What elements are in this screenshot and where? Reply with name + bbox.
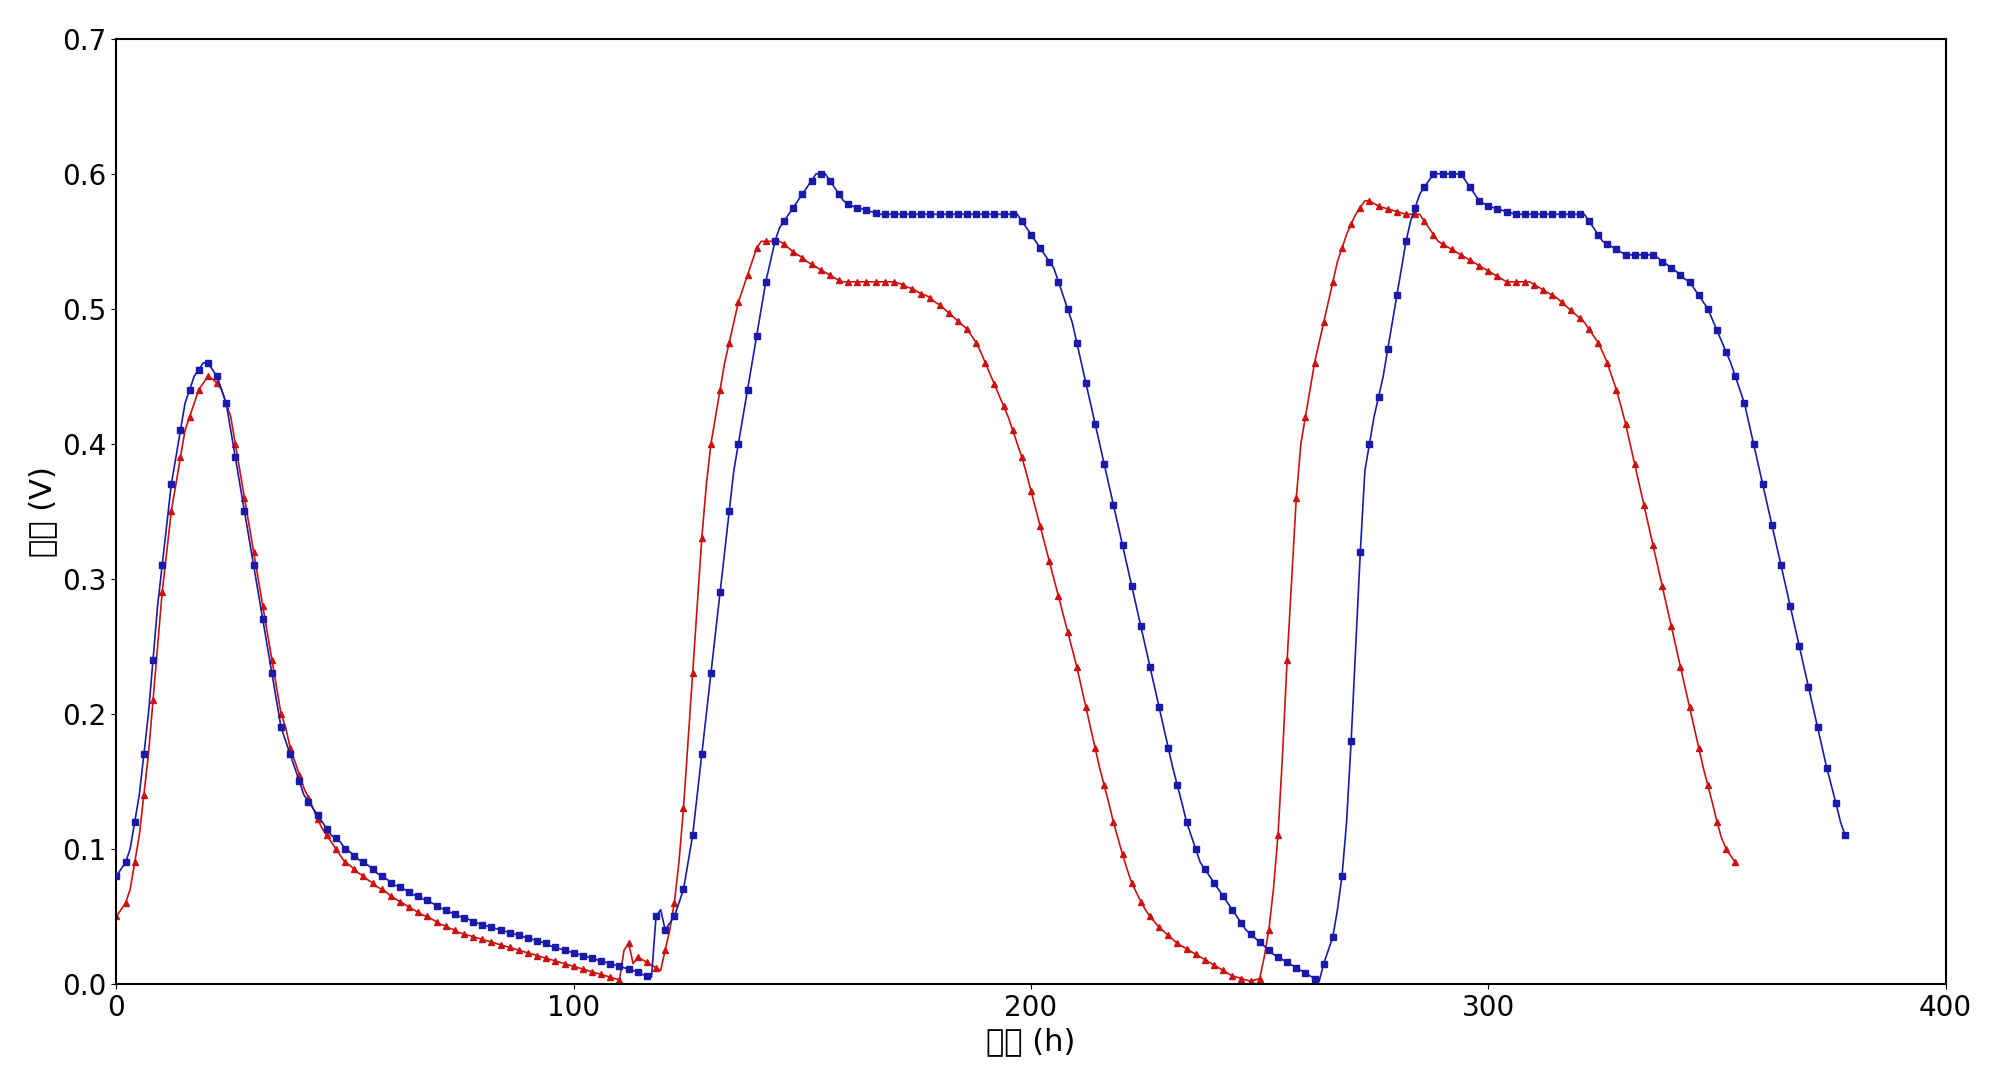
Y-axis label: 电压 (V): 电压 (V)	[28, 466, 56, 557]
X-axis label: 时间 (h): 时间 (h)	[986, 1028, 1076, 1056]
